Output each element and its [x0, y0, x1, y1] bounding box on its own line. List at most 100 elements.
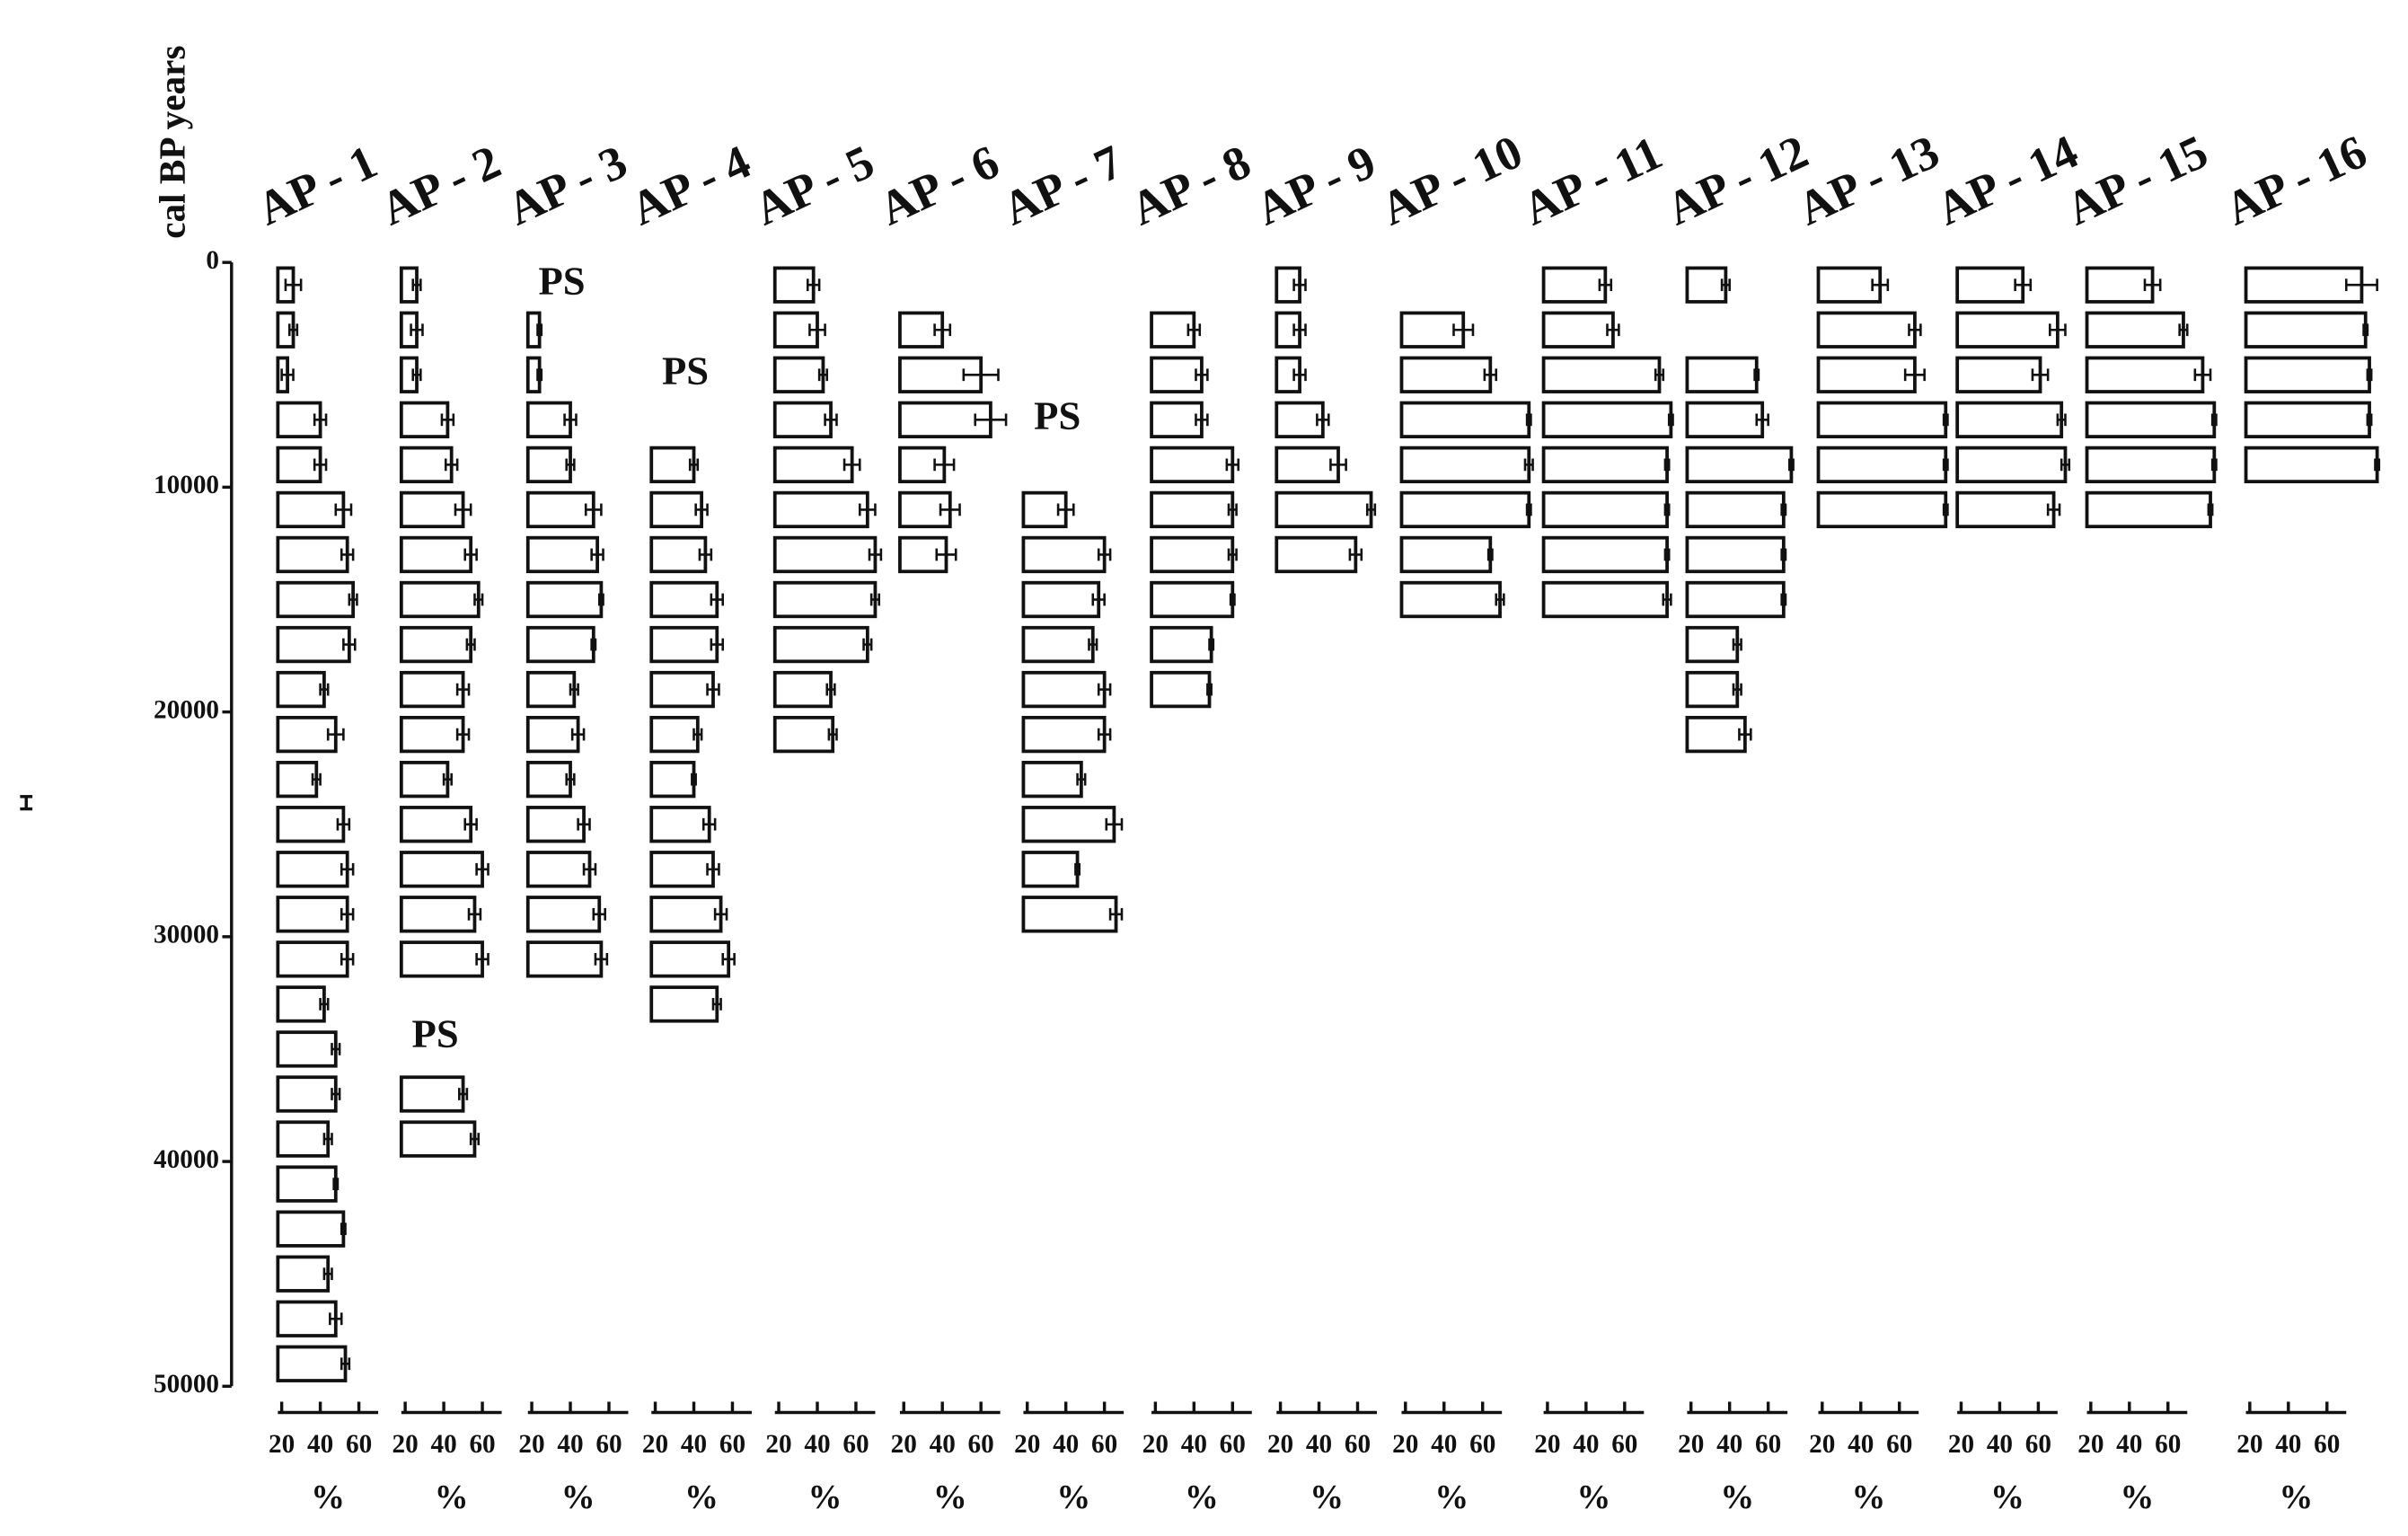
error-bar — [2344, 278, 2378, 292]
x-tick-label: 40 — [681, 1430, 707, 1459]
bar — [399, 715, 465, 754]
x-tick-label: 60 — [719, 1430, 745, 1459]
x-tick-label: 60 — [595, 1430, 622, 1459]
error-bar — [340, 1357, 351, 1371]
annotation: PS — [412, 1011, 459, 1056]
error-bar — [332, 1178, 340, 1190]
bar — [525, 490, 595, 529]
bar — [898, 401, 992, 438]
x-tick-label: 40 — [1431, 1430, 1457, 1459]
bar — [2085, 266, 2155, 304]
bar — [1541, 535, 1669, 574]
y-tick-label: 40000 — [154, 1145, 219, 1174]
bar — [276, 490, 346, 529]
error-bar — [1292, 368, 1307, 382]
error-bar — [2046, 503, 2061, 516]
x-tick-label: 40 — [804, 1430, 830, 1459]
error-bar — [1663, 458, 1671, 472]
bar — [276, 940, 349, 978]
bar — [276, 1300, 338, 1337]
annotation: PS — [1034, 393, 1081, 438]
bar — [649, 535, 708, 574]
x-tick-label: 20 — [1809, 1430, 1835, 1459]
error-bar — [592, 907, 606, 921]
x-axis-label: % — [808, 1479, 842, 1516]
bar — [276, 1255, 331, 1293]
error-bar — [284, 278, 303, 292]
error-bar — [322, 1133, 333, 1145]
error-bar — [710, 638, 725, 651]
bar — [525, 535, 599, 574]
bar — [1150, 670, 1212, 709]
error-bar — [825, 683, 836, 696]
error-bar — [411, 368, 422, 382]
x-tick-label: 20 — [2077, 1430, 2104, 1459]
bar — [649, 670, 715, 709]
bar — [649, 940, 731, 978]
error-bar — [1195, 368, 1209, 382]
bar — [525, 940, 604, 978]
error-bar — [322, 1267, 333, 1281]
bar — [399, 535, 473, 574]
x-axis-label: % — [561, 1479, 595, 1516]
bar — [1541, 266, 1608, 304]
error-bar — [868, 548, 883, 561]
error-bar — [563, 413, 578, 427]
bar — [1021, 896, 1118, 933]
error-bar — [342, 638, 357, 651]
error-bar — [1292, 323, 1307, 337]
bar — [276, 580, 356, 619]
error-bar — [280, 368, 295, 382]
error-bar — [348, 593, 358, 606]
error-bar — [1942, 458, 1949, 472]
error-bar — [933, 458, 956, 472]
error-bar — [590, 548, 604, 561]
error-bar — [340, 862, 355, 876]
bar — [649, 580, 719, 619]
error-bar — [2362, 323, 2369, 337]
error-bar — [935, 548, 957, 561]
bar — [1541, 356, 1662, 393]
error-bar — [1738, 728, 1752, 741]
bar — [1150, 446, 1235, 484]
bar — [276, 1210, 346, 1248]
bar — [1150, 625, 1213, 664]
error-bar — [465, 638, 476, 651]
bar — [1150, 401, 1204, 438]
bar — [772, 356, 825, 393]
error-bar — [806, 278, 821, 292]
bar — [1685, 266, 1728, 304]
bar — [1150, 580, 1235, 619]
bar — [1685, 535, 1786, 574]
error-bar — [869, 593, 881, 606]
x-axis-label: % — [1990, 1479, 2024, 1516]
x-tick-label: 40 — [1848, 1430, 1874, 1459]
x-tick-label: 20 — [518, 1430, 544, 1459]
bar — [276, 806, 346, 843]
x-axis-label: % — [1720, 1479, 1754, 1516]
bar — [772, 625, 869, 664]
bar — [1021, 625, 1095, 664]
error-bar — [584, 503, 603, 516]
bar — [276, 1030, 338, 1068]
error-bar — [1780, 593, 1787, 606]
x-axis-label: % — [933, 1479, 967, 1516]
bar — [525, 806, 586, 843]
error-bar — [2207, 503, 2214, 516]
x-tick-label: 20 — [891, 1430, 917, 1459]
error-bar — [1097, 728, 1112, 741]
bar — [1816, 266, 1883, 304]
bar — [649, 985, 719, 1023]
x-tick-label: 40 — [430, 1430, 456, 1459]
error-bar — [1348, 548, 1363, 561]
y-tick-label: 0 — [206, 246, 219, 275]
error-bar — [1753, 368, 1760, 382]
error-bar — [410, 323, 424, 337]
error-bar — [340, 952, 355, 966]
bar — [525, 851, 592, 888]
bar — [649, 625, 719, 664]
error-bar — [569, 683, 579, 696]
x-axis-label: % — [1577, 1479, 1611, 1516]
error-bar — [319, 998, 330, 1011]
error-bar — [1606, 323, 1620, 337]
